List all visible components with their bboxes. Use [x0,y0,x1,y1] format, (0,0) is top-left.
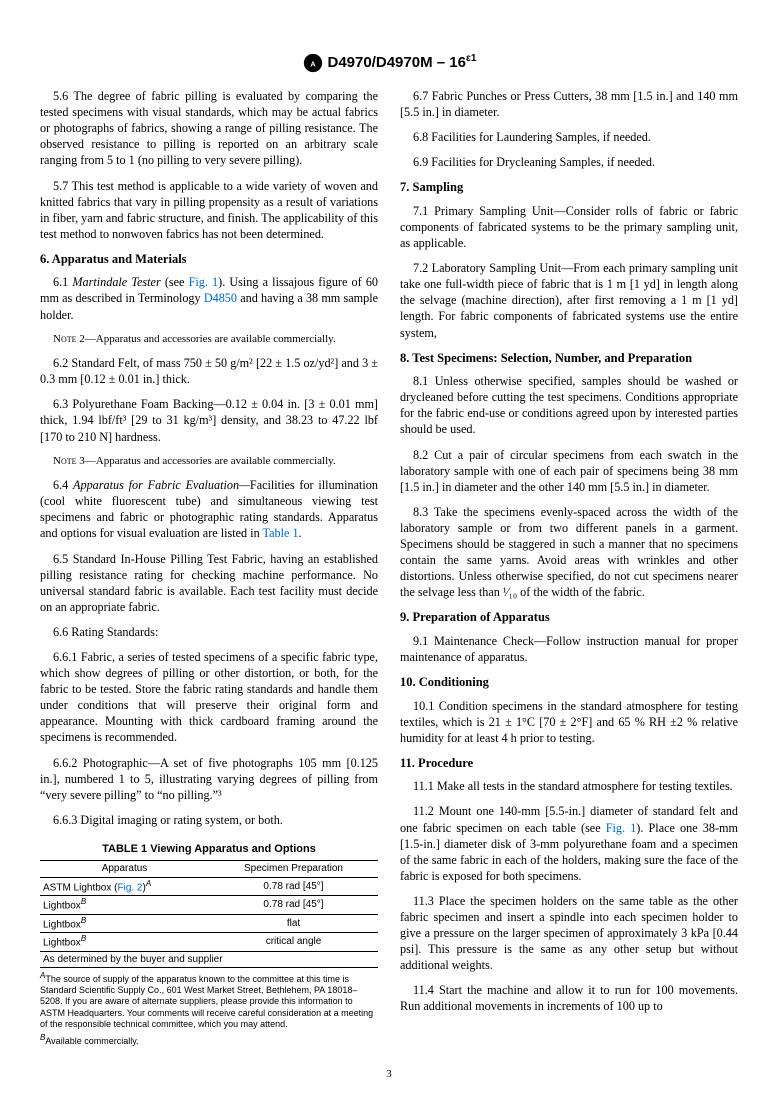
para-11-1: 11.1 Make all tests in the standard atmo… [400,778,738,794]
row2-a: Lightbox [43,900,81,911]
eps-superscript: ɛ1 [466,53,477,64]
para-6-6-3: 6.6.3 Digital imaging or rating system, … [40,812,378,828]
para-11-2: 11.2 Mount one 140-mm [5.5-in.] diameter… [400,803,738,883]
table-col1-header: Apparatus [40,861,209,877]
table-col2-header: Specimen Preparation [209,861,378,877]
fn-b-text: Available commercially. [45,1036,138,1046]
martindale-tester-term: Martindale Tester [72,275,160,289]
para-10-1: 10.1 Condition specimens in the standard… [400,698,738,746]
para-11-4: 11.4 Start the machine and allow it to r… [400,982,738,1014]
row1-a: ASTM Lightbox ( [43,882,117,893]
para-6-2: 6.2 Standard Felt, of mass 750 ± 50 g/m²… [40,355,378,387]
section-9-heading: 9. Preparation of Apparatus [400,609,738,626]
note-3-text: Apparatus and accessories are available … [96,455,336,467]
table-1-link[interactable]: Table 1 [263,526,299,540]
doc-header: A D4970/D4970M – 16ɛ1 [40,52,738,74]
para-6-5: 6.5 Standard In-House Pilling Test Fabri… [40,551,378,615]
cell-full: As determined by the buyer and supplier [40,951,378,967]
para-6-6-1: 6.6.1 Fabric, a series of tested specime… [40,649,378,746]
cell-apparatus: ASTM Lightbox (Fig. 2)A [40,877,209,896]
svg-text:A: A [310,60,316,69]
para-8-2: 8.2 Cut a pair of circular specimens fro… [400,447,738,495]
table-row: LightboxB critical angle [40,933,378,952]
table-footnote-a: AThe source of supply of the apparatus k… [40,971,378,1030]
para-7-1: 7.1 Primary Sampling Unit—Consider rolls… [400,203,738,251]
para-6-3: 6.3 Polyurethane Foam Backing—0.12 ± 0.0… [40,396,378,444]
para-6-1-t1: (see [161,275,189,289]
section-7-heading: 7. Sampling [400,179,738,196]
cell-prep: flat [209,914,378,933]
para-8-3: 8.3 Take the specimens evenly-spaced acr… [400,504,738,601]
para-6-4-post: . [299,526,302,540]
para-6-1: 6.1 Martindale Tester (see Fig. 1). Usin… [40,274,378,322]
para-6-6-2: 6.6.2 Photographic—A set of five photogr… [40,755,378,803]
cell-prep: critical angle [209,933,378,952]
para-8-1: 8.1 Unless otherwise specified, samples … [400,373,738,437]
fig-1-link-b[interactable]: Fig. 1 [606,821,637,835]
table-row: As determined by the buyer and supplier [40,951,378,967]
para-6-8: 6.8 Facilities for Laundering Samples, i… [400,129,738,145]
row2-sup: B [81,897,86,906]
para-5-7: 5.7 This test method is applicable to a … [40,178,378,242]
section-11-heading: 11. Procedure [400,755,738,772]
cell-apparatus: LightboxB [40,914,209,933]
para-6-4: 6.4 Apparatus for Fabric Evaluation—Faci… [40,477,378,541]
fig-2-link[interactable]: Fig. 2 [117,882,142,893]
table-row: ASTM Lightbox (Fig. 2)A 0.78 rad [45°] [40,877,378,896]
note-3: Note 3—Apparatus and accessories are ava… [40,454,378,469]
para-6-4-num: 6.4 [53,478,73,492]
note-2-text: Apparatus and accessories are available … [96,333,336,345]
note-2-label: Note 2— [53,333,96,345]
para-6-4-term: Apparatus for Fabric Evaluation— [73,478,250,492]
para-5-6: 5.6 The degree of fabric pilling is eval… [40,88,378,168]
para-6-9: 6.9 Facilities for Drycleaning Samples, … [400,154,738,170]
para-6-7: 6.7 Fabric Punches or Press Cutters, 38 … [400,88,738,120]
fig-1-link[interactable]: Fig. 1 [189,275,219,289]
table-footnote-b: BAvailable commercially. [40,1033,378,1047]
table-1-grid: Apparatus Specimen Preparation ASTM Ligh… [40,860,378,967]
cell-prep: 0.78 rad [45°] [209,896,378,915]
page-number: 3 [40,1067,738,1082]
cell-prep: 0.78 rad [45°] [209,877,378,896]
table-row: LightboxB flat [40,914,378,933]
row4-a: Lightbox [43,938,81,949]
row3-a: Lightbox [43,919,81,930]
para-11-3: 11.3 Place the specimen holders on the s… [400,893,738,973]
fn-a-text: The source of supply of the apparatus kn… [40,974,373,1029]
para-9-1: 9.1 Maintenance Check—Follow instruction… [400,633,738,665]
section-10-heading: 10. Conditioning [400,674,738,691]
section-8-heading: 8. Test Specimens: Selection, Number, an… [400,350,738,367]
para-6-1-num: 6.1 [53,275,72,289]
section-6-heading: 6. Apparatus and Materials [40,251,378,268]
note-2: Note 2—Apparatus and accessories are ava… [40,332,378,347]
d4850-link[interactable]: D4850 [204,291,237,305]
para-7-2: 7.2 Laboratory Sampling Unit—From each p… [400,260,738,340]
cell-apparatus: LightboxB [40,933,209,952]
para-6-6: 6.6 Rating Standards: [40,624,378,640]
row4-sup: B [81,934,86,943]
row1-sup: A [146,879,151,888]
designation-text: D4970/D4970M – 16 [328,54,466,71]
astm-logo: A [302,52,324,74]
table-row: LightboxB 0.78 rad [45°] [40,896,378,915]
table-1: TABLE 1 Viewing Apparatus and Options Ap… [40,842,378,1047]
note-3-label: Note 3— [53,455,96,467]
cell-apparatus: LightboxB [40,896,209,915]
row3-sup: B [81,916,86,925]
table-1-title: TABLE 1 Viewing Apparatus and Options [40,842,378,857]
